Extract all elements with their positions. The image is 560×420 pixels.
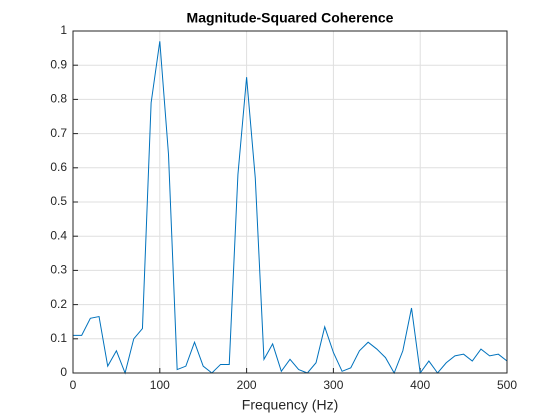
y-tick-label: 0.9 <box>50 57 67 71</box>
y-tick-label: 0.1 <box>50 331 67 345</box>
y-tick-label: 1 <box>60 23 67 37</box>
y-tick-label: 0.2 <box>50 297 67 311</box>
chart-title: Magnitude-Squared Coherence <box>187 10 394 26</box>
x-tick-label: 500 <box>497 378 517 392</box>
axes-box <box>72 30 508 374</box>
data-line <box>73 41 508 375</box>
y-tick-label: 0.8 <box>50 92 67 106</box>
y-tick-label: 0.7 <box>50 126 67 140</box>
y-tick-label: 0.4 <box>50 228 67 242</box>
x-axis-label: Frequency (Hz) <box>242 397 338 413</box>
y-tick-label: 0 <box>60 365 67 379</box>
x-tick-label: 200 <box>237 378 257 392</box>
y-tick-label: 0.3 <box>50 263 67 277</box>
y-tick-label: 0.6 <box>50 160 67 174</box>
y-tick-label: 0.5 <box>50 194 67 208</box>
x-tick-label: 300 <box>323 378 343 392</box>
x-tick-label: 100 <box>150 378 170 392</box>
x-tick-label: 0 <box>70 378 77 392</box>
x-tick-label: 400 <box>410 378 430 392</box>
